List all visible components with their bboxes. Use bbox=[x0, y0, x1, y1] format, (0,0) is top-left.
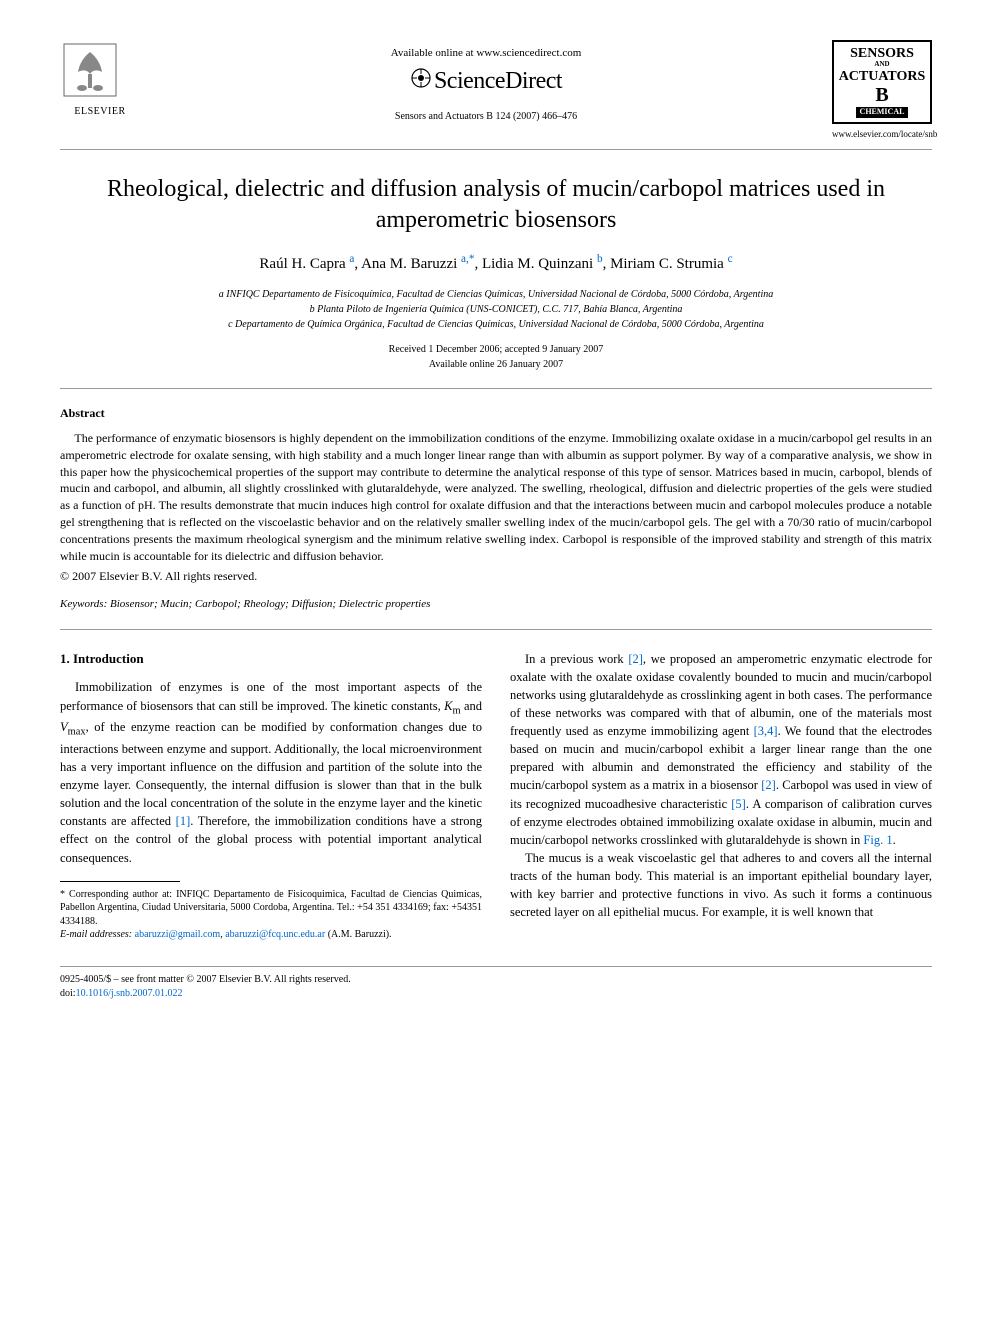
footnote-corr: * Corresponding author at: INFIQC Depart… bbox=[60, 888, 482, 929]
available-online-date: Available online 26 January 2007 bbox=[60, 357, 932, 372]
journal-box-line3: B bbox=[838, 84, 926, 106]
keywords: Keywords: Biosensor; Mucin; Carbopol; Rh… bbox=[60, 597, 932, 612]
corresponding-author-footnote: * Corresponding author at: INFIQC Depart… bbox=[60, 888, 482, 942]
journal-box-line2: ACTUATORS bbox=[838, 69, 926, 84]
intro-para-2: In a previous work [2], we proposed an a… bbox=[510, 650, 932, 849]
email-2[interactable]: abaruzzi@fcq.unc.edu.ar bbox=[225, 929, 325, 940]
elsevier-tree-icon bbox=[60, 40, 120, 100]
doi-label: doi: bbox=[60, 988, 76, 999]
page-footer: 0925-4005/$ – see front matter © 2007 El… bbox=[60, 966, 932, 1001]
abstract-heading: Abstract bbox=[60, 405, 932, 422]
abstract-body: The performance of enzymatic biosensors … bbox=[60, 430, 932, 564]
divider bbox=[60, 388, 932, 389]
journal-cover-logo: SENSORS AND ACTUATORS B CHEMICAL www.els… bbox=[832, 40, 932, 141]
journal-box-and: AND bbox=[838, 61, 926, 69]
sciencedirect-icon bbox=[410, 66, 432, 100]
email-label: E-mail addresses: bbox=[60, 929, 132, 940]
footer-doi: doi:10.1016/j.snb.2007.01.022 bbox=[60, 987, 932, 1001]
keywords-list: Biosensor; Mucin; Carbopol; Rheology; Di… bbox=[110, 598, 430, 610]
section-heading-intro: 1. Introduction bbox=[60, 650, 482, 669]
divider bbox=[60, 629, 932, 630]
received-accepted: Received 1 December 2006; accepted 9 Jan… bbox=[60, 342, 932, 357]
affiliation-a: a INFIQC Departamento de Fisicoquímica, … bbox=[60, 287, 932, 302]
affiliation-b: b Planta Piloto de Ingeniería Química (U… bbox=[60, 302, 932, 317]
article-dates: Received 1 December 2006; accepted 9 Jan… bbox=[60, 342, 932, 372]
publisher-name: ELSEVIER bbox=[60, 105, 140, 119]
journal-url: www.elsevier.com/locate/snb bbox=[832, 128, 932, 141]
footer-price-line: 0925-4005/$ – see front matter © 2007 El… bbox=[60, 973, 932, 987]
abstract-section: Abstract The performance of enzymatic bi… bbox=[60, 405, 932, 612]
masthead: ELSEVIER Available online at www.science… bbox=[60, 40, 932, 150]
journal-box-line4: CHEMICAL bbox=[856, 107, 909, 118]
abstract-copyright: © 2007 Elsevier B.V. All rights reserved… bbox=[60, 568, 932, 585]
sciencedirect-text: ScienceDirect bbox=[434, 68, 562, 94]
footnote-emails: E-mail addresses: abaruzzi@gmail.com, ab… bbox=[60, 928, 482, 942]
sciencedirect-logo: ScienceDirect bbox=[140, 65, 832, 99]
email-name: (A.M. Baruzzi). bbox=[328, 929, 392, 940]
intro-para-1: Immobilization of enzymes is one of the … bbox=[60, 678, 482, 866]
intro-para-3: The mucus is a weak viscoelastic gel tha… bbox=[510, 849, 932, 922]
affiliation-c: c Departamento de Química Orgánica, Facu… bbox=[60, 317, 932, 332]
center-header: Available online at www.sciencedirect.co… bbox=[140, 40, 832, 124]
journal-box-line1: SENSORS bbox=[838, 46, 926, 61]
authors: Raúl H. Capra a, Ana M. Baruzzi a,*, Lid… bbox=[60, 252, 932, 275]
article-body: 1. Introduction Immobilization of enzyme… bbox=[60, 650, 932, 942]
journal-box: SENSORS AND ACTUATORS B CHEMICAL bbox=[832, 40, 932, 124]
email-1[interactable]: abaruzzi@gmail.com bbox=[135, 929, 221, 940]
available-online-text: Available online at www.sciencedirect.co… bbox=[140, 46, 832, 61]
journal-reference: Sensors and Actuators B 124 (2007) 466–4… bbox=[140, 110, 832, 124]
doi-link[interactable]: 10.1016/j.snb.2007.01.022 bbox=[76, 988, 183, 999]
article-title: Rheological, dielectric and diffusion an… bbox=[60, 174, 932, 236]
publisher-logo: ELSEVIER bbox=[60, 40, 140, 119]
footnote-separator bbox=[60, 881, 180, 882]
keywords-label: Keywords: bbox=[60, 598, 107, 610]
affiliations: a INFIQC Departamento de Fisicoquímica, … bbox=[60, 287, 932, 332]
